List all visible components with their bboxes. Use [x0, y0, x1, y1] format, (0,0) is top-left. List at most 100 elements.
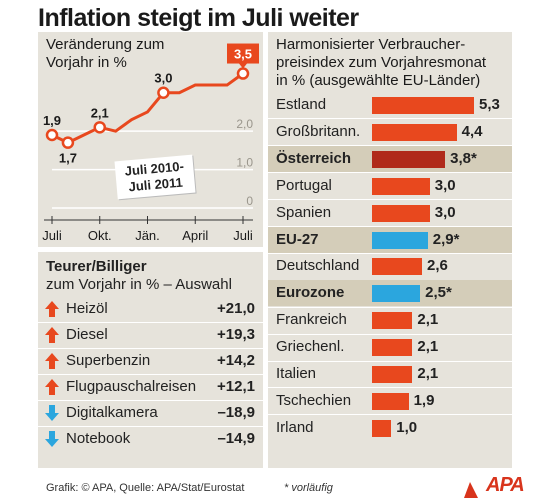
price-list-item-value: +21,0 [217, 300, 255, 317]
price-list-separator [38, 400, 263, 401]
footnote: * vorläufig [284, 482, 333, 494]
bar-chart-separator [268, 118, 512, 120]
line-chart-ytick-label: 0 [246, 194, 253, 208]
apa-logo-mark [464, 482, 478, 498]
bar-chart-row: Tschechien 1,9 [268, 388, 512, 414]
bar-chart-row: EU-27 2,9* [268, 226, 512, 253]
bar-chart-category-label: EU-27 [276, 230, 319, 248]
bar-chart-category-label: Irland [276, 418, 314, 436]
bar-chart-bar [372, 258, 423, 276]
price-list-panel [38, 252, 263, 468]
bar-chart-bar [372, 312, 413, 330]
bar-chart-category-label: Estland [276, 96, 327, 113]
bar-chart-category-label: Griechenl. [276, 338, 345, 356]
bar-chart-value-label: 4,4 [461, 122, 483, 140]
arrow-up-icon [45, 353, 59, 369]
price-list-item-name: Heizöl [66, 300, 108, 317]
bar-chart-value-label: 3,8* [450, 149, 477, 167]
bar-chart-row: Eurozone 2,5* [268, 280, 512, 307]
price-list-row: Notebook –14,9 [38, 426, 263, 452]
arrow-up-icon [45, 379, 59, 395]
bar-chart-value-label: 1,0 [396, 418, 418, 436]
price-list-item-name: Diesel [66, 326, 108, 343]
bar-chart-subtitle: Harmonisierter Verbraucher- preisindex z… [276, 36, 486, 90]
price-list-separator [38, 426, 263, 427]
line-chart-xtick-label: Juli [233, 228, 253, 243]
bar-chart-category-label: Tschechien [276, 391, 352, 409]
bar-chart-separator [268, 414, 512, 416]
line-chart-latest-badge-pointer [239, 63, 247, 69]
bar-chart-separator [268, 172, 512, 174]
bar-chart-value-label: 5,3 [479, 96, 500, 113]
bar-chart-category-label: Österreich [276, 149, 352, 167]
price-list-item-value: +12,1 [217, 378, 255, 395]
bar-chart-subtitle-2: preisindex zum Vorjahresmonat [276, 54, 487, 71]
bar-chart-bar [372, 150, 446, 168]
line-chart-latest-badge [227, 43, 259, 64]
bar-chart-row: Großbritann. 4,4 [268, 119, 512, 145]
bar-chart-row: Österreich 3,8* [268, 145, 512, 172]
line-chart-point [61, 136, 75, 149]
bar-chart-row: Italien 2,1 [268, 361, 512, 387]
bar-chart-bar [372, 123, 457, 141]
bar-chart-separator [268, 360, 512, 362]
bar-chart-separator [268, 306, 512, 308]
price-list-item-value: –14,9 [217, 430, 255, 447]
line-chart-xtick-label: April [182, 228, 208, 243]
price-list-item-value: +19,3 [217, 326, 255, 343]
bar-chart-value-label: 2,5* [425, 284, 452, 302]
price-list-item-name: Digitalkamera [66, 404, 158, 421]
bar-chart-row: Frankreich 2,1 [268, 307, 512, 333]
bar-chart-category-label: Italien [276, 365, 317, 382]
line-chart-data-label: 2,1 [91, 105, 109, 120]
source-footer: Grafik: © APA, Quelle: APA/Stat/Eurostat [46, 482, 245, 494]
bar-chart-subtitle-1: Harmonisierter Verbraucher- [276, 36, 466, 53]
price-list-subtitle: zum Vorjahr in % – Auswahl [46, 276, 232, 293]
line-chart-data-label: 3,0 [154, 71, 172, 86]
line-chart-xtick-label: Jän. [135, 228, 160, 243]
line-chart-xtick-label: Okt. [88, 228, 112, 243]
price-list-separator [38, 348, 263, 349]
bar-chart-category-label: Frankreich [276, 311, 347, 329]
arrow-down-icon [45, 405, 59, 421]
bar-chart-row: Deutschland 2,6 [268, 253, 512, 279]
line-chart-data-label: 3,5 [234, 47, 252, 62]
bar-chart-value-label: 1,9 [413, 391, 435, 409]
line-chart-point [45, 128, 59, 142]
bar-chart-value-label: 2,1 [417, 338, 439, 356]
bar-chart-category-label: Eurozone [276, 284, 345, 302]
bar-chart-bar [372, 231, 428, 249]
price-list-item-name: Notebook [66, 430, 131, 447]
bar-chart-row: Estland 5,3 [268, 92, 512, 118]
line-chart-subtitle-1: Veränderung zum [46, 36, 165, 53]
price-list-row: Superbenzin +14,2 [38, 348, 263, 374]
bar-chart-bar [372, 204, 430, 222]
bar-chart-separator [268, 333, 512, 335]
price-list-item-value: +14,2 [217, 352, 255, 369]
line-chart-point [236, 67, 250, 80]
bar-chart-bar [372, 419, 392, 437]
apa-logo-triangle-icon [464, 482, 478, 498]
bar-chart-value-label: 3,0 [434, 203, 456, 221]
price-list-title: Teurer/Billiger [46, 258, 147, 275]
bar-chart-bar [372, 97, 474, 114]
line-chart-point [93, 121, 106, 134]
bar-chart-separator [268, 252, 512, 254]
bar-chart-bar [372, 392, 409, 410]
line-chart-xtick-label: Juli [42, 228, 62, 243]
price-list-item-name: Superbenzin [66, 352, 151, 369]
bar-chart-category-label: Spanien [276, 203, 332, 221]
bar-chart-value-label: 2,9* [432, 230, 460, 248]
line-chart-subtitle-2: Vorjahr in % [46, 54, 127, 71]
bar-chart-separator [268, 387, 512, 389]
bar-chart-row: Portugal 3,0 [268, 173, 512, 199]
bar-chart-category-label: Großbritann. [276, 122, 361, 140]
bar-chart-value-label: 2,1 [417, 311, 439, 329]
price-list-row: Digitalkamera –18,9 [38, 400, 263, 426]
price-list-row: Flugpauschalreisen +12,1 [38, 374, 263, 400]
price-list-row: Heizöl +21,0 [38, 296, 263, 322]
page-title: Inflation steigt im Juli weiter [38, 4, 359, 32]
bar-chart-bar [372, 177, 430, 195]
arrow-up-icon [45, 327, 59, 343]
bar-chart-subtitle-3: in % (ausgewählte EU-Länder) [276, 72, 481, 89]
